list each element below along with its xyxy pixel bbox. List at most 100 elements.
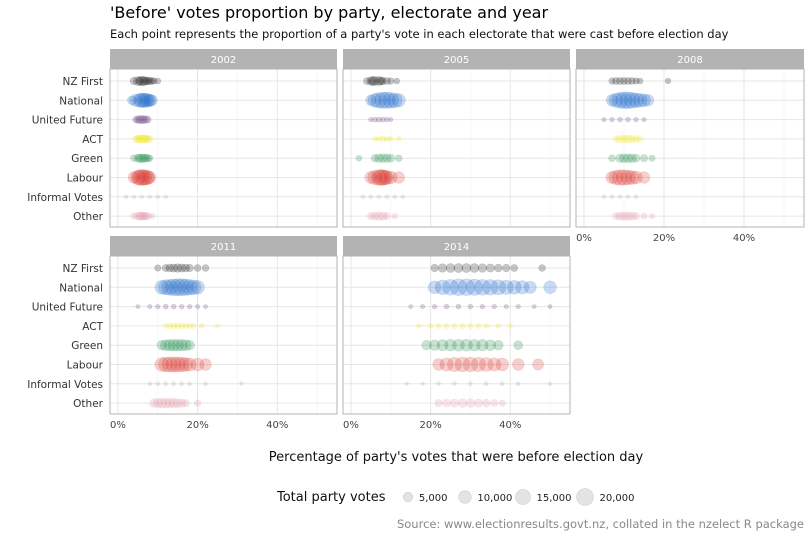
data-point: [177, 263, 187, 273]
data-point: [127, 95, 137, 106]
data-point: [135, 211, 145, 221]
data-point: [507, 280, 522, 295]
data-point: [632, 77, 640, 85]
data-point: [483, 323, 490, 329]
data-point: [161, 356, 178, 373]
data-point: [625, 194, 631, 200]
data-point: [379, 116, 386, 123]
data-point: [617, 194, 623, 200]
y-tick-label: Other: [73, 398, 103, 410]
data-point: [180, 339, 192, 351]
y-tick-label: Labour: [67, 173, 104, 185]
data-point: [395, 154, 403, 162]
data-point: [130, 212, 138, 220]
data-point: [620, 77, 628, 85]
panel-border: [342, 68, 571, 228]
data-point: [139, 134, 149, 144]
data-point: [172, 398, 183, 408]
data-point: [194, 399, 202, 407]
data-point: [163, 194, 169, 200]
data-point: [640, 212, 648, 220]
facet-panel-2014: 2014 0% 20% 40%: [342, 236, 571, 431]
data-point: [239, 381, 244, 387]
data-point: [616, 77, 624, 85]
data-point: [131, 169, 148, 186]
data-point: [181, 279, 198, 296]
data-point: [615, 91, 633, 109]
data-point: [543, 280, 557, 294]
data-point: [143, 93, 157, 107]
data-point: [133, 169, 151, 186]
data-point: [163, 381, 169, 387]
data-point: [465, 278, 483, 296]
data-point: [133, 212, 142, 221]
data-point: [165, 263, 174, 273]
data-point: [152, 398, 163, 409]
data-point: [420, 304, 426, 310]
data-point: [190, 357, 205, 372]
data-point: [134, 92, 150, 108]
data-point: [147, 194, 153, 200]
data-point: [435, 322, 442, 329]
data-point: [172, 278, 191, 297]
data-point: [372, 136, 378, 142]
data-point: [465, 398, 475, 408]
data-point: [375, 116, 382, 123]
data-point: [479, 357, 494, 372]
data-point: [443, 303, 450, 310]
data-point: [442, 398, 451, 408]
panel-border: [109, 255, 338, 415]
data-point: [615, 211, 625, 221]
data-point: [649, 213, 655, 220]
data-point: [137, 115, 147, 125]
data-point: [612, 135, 620, 143]
data-point: [392, 171, 405, 184]
data-point: [363, 77, 371, 85]
data-point: [198, 323, 205, 329]
data-point: [477, 263, 487, 273]
x-tick-label: 40%: [499, 420, 521, 431]
data-point: [499, 381, 505, 387]
data-point: [420, 381, 425, 387]
data-point: [214, 323, 221, 329]
data-point: [476, 339, 489, 352]
data-point: [170, 303, 177, 310]
data-point: [174, 322, 181, 330]
data-point: [633, 194, 639, 200]
data-point: [184, 340, 195, 351]
data-point: [367, 170, 383, 185]
data-point: [374, 153, 384, 163]
data-point: [139, 194, 145, 200]
data-point: [632, 212, 640, 221]
data-point: [155, 194, 161, 200]
facet-strip-label: 2014: [444, 242, 469, 253]
data-point: [510, 264, 519, 272]
data-point: [148, 77, 156, 85]
data-point: [181, 263, 190, 273]
data-point: [623, 92, 641, 109]
data-point: [378, 91, 396, 109]
data-point: [447, 357, 462, 372]
data-point: [475, 322, 482, 329]
y-tick-label: NZ First: [63, 76, 103, 88]
data-point: [143, 134, 152, 143]
data-point: [632, 135, 640, 143]
data-point: [368, 194, 374, 200]
data-point: [404, 381, 409, 387]
data-point: [190, 322, 197, 329]
data-point: [436, 381, 441, 387]
data-point: [364, 171, 378, 184]
data-point: [169, 263, 179, 273]
data-point: [141, 212, 150, 221]
data-point: [163, 339, 176, 352]
data-point: [187, 381, 193, 387]
data-point: [147, 304, 153, 310]
data-point: [443, 322, 450, 329]
y-tick-label: NZ First: [63, 263, 103, 275]
data-point: [636, 135, 644, 143]
data-point: [156, 340, 167, 351]
y-tick-label: National: [59, 95, 103, 107]
legend-key: [402, 491, 414, 503]
data-point: [620, 169, 636, 186]
